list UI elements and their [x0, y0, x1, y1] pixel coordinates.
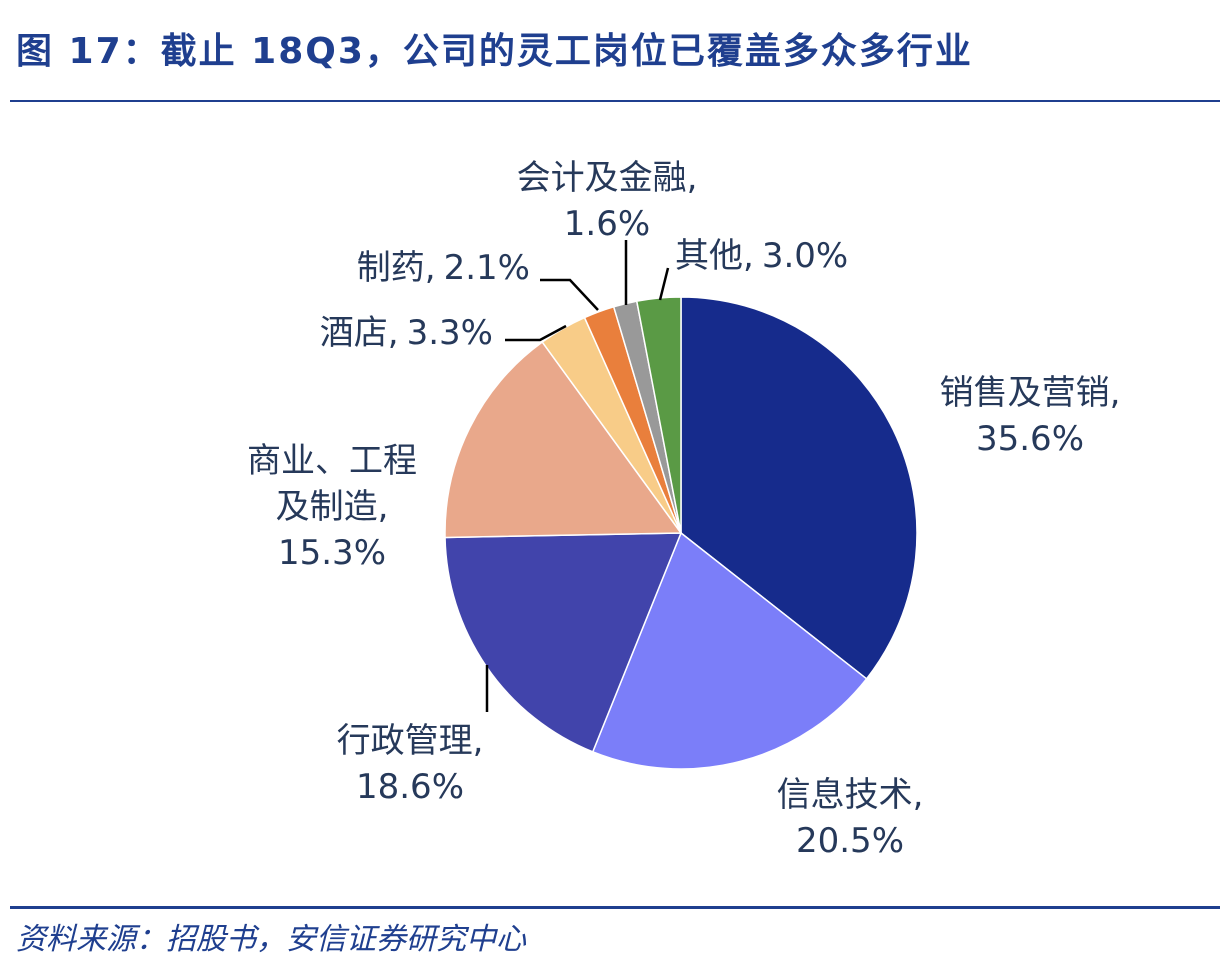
slice-label: 销售及营销, 35.6%	[930, 370, 1130, 462]
category-label: 信息技术,	[776, 775, 924, 815]
source-rule	[10, 906, 1220, 909]
value-label: 15.3%	[277, 533, 386, 573]
pie-slice	[635, 296, 682, 534]
source-note: 资料来源：招股书，安信证券研究中心	[16, 922, 526, 957]
value-label: 3.3%	[406, 313, 493, 353]
category-label: 商业、工程及制造,	[247, 441, 417, 527]
slice-label: 制药, 2.1%	[357, 245, 530, 291]
slice-label: 会计及金融, 1.6%	[497, 155, 717, 247]
value-label: 20.5%	[795, 821, 904, 861]
leader-line	[658, 267, 670, 301]
value-label: 35.6%	[975, 419, 1084, 459]
category-label: 销售及营销,	[939, 373, 1121, 413]
pie-slice	[444, 341, 683, 539]
category-label: 行政管理,	[336, 721, 484, 761]
slice-label: 商业、工程及制造, 15.3%	[240, 438, 424, 576]
slice-label: 其他, 3.0%	[675, 233, 848, 279]
value-label: 2.1%	[443, 248, 530, 288]
category-label: 制药,	[356, 248, 436, 288]
pie-slice	[591, 531, 868, 770]
category-label: 酒店,	[319, 313, 399, 353]
slice-label: 信息技术, 20.5%	[750, 772, 950, 864]
category-label: 会计及金融,	[516, 158, 698, 198]
slice-label: 行政管理, 18.6%	[310, 718, 510, 810]
leader-line	[540, 278, 599, 311]
leader-line	[505, 324, 567, 342]
value-label: 18.6%	[355, 767, 464, 807]
pie-slice	[680, 296, 918, 680]
title-rule	[10, 100, 1220, 102]
slice-label: 酒店, 3.3%	[320, 310, 493, 356]
value-label: 3.0%	[761, 236, 849, 276]
chart-title: 图 17：截止 18Q3，公司的灵工岗位已覆盖多众多行业	[16, 31, 973, 72]
value-label: 1.6%	[563, 204, 651, 244]
category-label: 其他,	[675, 236, 754, 276]
